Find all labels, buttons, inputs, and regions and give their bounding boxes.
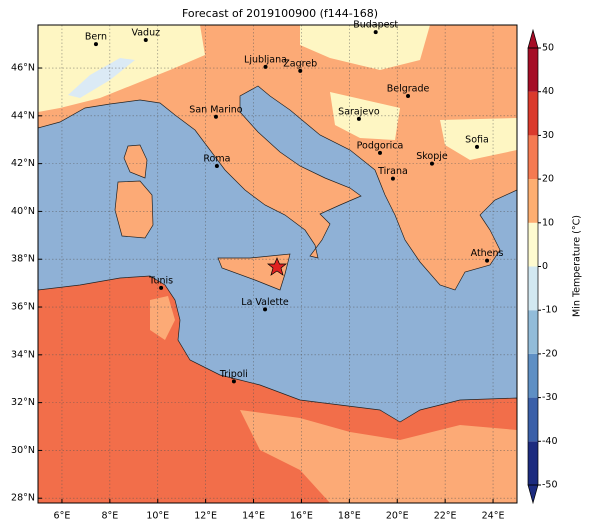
- colorbar-segment: [528, 222, 538, 267]
- city-dot: [475, 144, 480, 149]
- city-label: San Marino: [189, 104, 242, 115]
- x-tick-label: 22°E: [434, 511, 457, 522]
- city-dot: [263, 64, 268, 69]
- x-tick-label: 18°E: [338, 511, 361, 522]
- city-label: Zagreb: [283, 58, 317, 69]
- city-label: Sofia: [465, 134, 489, 145]
- colorbar-segment: [528, 310, 538, 354]
- colorbar-tick-label: -30: [542, 392, 558, 403]
- colorbar-segment: [528, 135, 538, 180]
- colorbar-tick-label: 30: [542, 130, 554, 141]
- city-dot: [213, 114, 218, 119]
- x-tick-label: 8°E: [101, 511, 118, 522]
- colorbar-extend-high: [527, 28, 539, 49]
- x-tick-label: 14°E: [242, 511, 265, 522]
- forecast-point-star: [267, 257, 287, 276]
- city-dot: [485, 258, 490, 263]
- city-label: Budapest: [353, 20, 398, 31]
- sicily: [217, 253, 291, 291]
- x-tick-label: 10°E: [146, 511, 169, 522]
- city-label: Podgorica: [357, 140, 404, 151]
- x-tick-label: 6°E: [54, 511, 71, 522]
- colorbar-label: Min Temperature (°C): [572, 215, 583, 317]
- colorbar-tick-label: 40: [542, 86, 554, 97]
- city-label: Belgrade: [387, 83, 430, 94]
- city-label: Roma: [203, 154, 230, 165]
- plot-frame: [37, 24, 518, 504]
- colorbar-tick-label: 50: [542, 43, 554, 54]
- y-tick-label: 40°N: [11, 206, 35, 217]
- city-label: Vaduz: [131, 28, 160, 39]
- y-tick-label: 34°N: [11, 349, 35, 360]
- colorbar-segment: [528, 91, 538, 136]
- city-dot: [159, 285, 164, 290]
- europe-land: [38, 25, 517, 291]
- city-label: Sarajevo: [338, 106, 380, 117]
- city-label: Tirana: [377, 166, 408, 177]
- city-dot: [231, 379, 236, 384]
- city-dot: [143, 38, 148, 43]
- city-label: Tunis: [148, 275, 173, 286]
- city-label: La Valette: [241, 297, 289, 308]
- city-dot: [378, 150, 383, 155]
- colorbar-segment: [528, 441, 538, 485]
- y-tick-label: 44°N: [11, 110, 35, 121]
- x-tick-label: 16°E: [290, 511, 313, 522]
- city-dot: [263, 307, 268, 312]
- colorbar-tick-label: 10: [542, 217, 554, 228]
- y-tick-label: 32°N: [11, 397, 35, 408]
- city-dot: [93, 42, 98, 47]
- sardinia: [114, 180, 154, 239]
- colorbar-segment: [528, 266, 538, 311]
- city-dot: [356, 116, 361, 121]
- y-tick-label: 36°N: [11, 302, 35, 313]
- colorbar-segment: [528, 353, 538, 398]
- axes: 6°E 8°E 10°E 12°E 14°E 16°E 18°E 20°E 22°E 24°E 28…: [11, 25, 517, 522]
- x-tick-label: 12°E: [194, 511, 217, 522]
- title: Forecast of 2019100900 (f144-168): [182, 7, 378, 20]
- city-label: Tripoli: [219, 369, 248, 380]
- y-tick-label: 30°N: [11, 445, 35, 456]
- y-tick-label: 28°N: [11, 493, 35, 504]
- city-dot: [390, 176, 395, 181]
- colorbar-tick-label: -10: [542, 305, 558, 316]
- colorbar-tick-label: 20: [542, 174, 554, 185]
- y-tick-label: 46°N: [11, 63, 35, 74]
- bulgaria-cool-area: [440, 118, 517, 160]
- colorbar-tick-label: -50: [542, 480, 558, 491]
- city-label: Bern: [85, 32, 107, 43]
- colorbar-segment: [528, 179, 538, 223]
- city-dot: [406, 93, 411, 98]
- x-tick-label: 20°E: [386, 511, 409, 522]
- colorbar-tick-label: -40: [542, 436, 558, 447]
- city-dot: [214, 164, 219, 169]
- corsica: [123, 144, 148, 179]
- city-dot: [429, 161, 434, 166]
- city-dot: [373, 30, 378, 35]
- colorbar-tick-label: -20: [542, 348, 558, 359]
- lake: [68, 58, 135, 98]
- colorbar-tick-label: 0: [542, 261, 548, 272]
- colorbar-segment: [528, 397, 538, 442]
- city-label: Ljubljana: [244, 54, 287, 65]
- city-label: Skopje: [416, 151, 448, 162]
- colorbar: -50 -40 -30 -20 -10 0 10 20 30 40 50: [527, 28, 558, 505]
- x-tick-label: 24°E: [482, 511, 505, 522]
- y-tick-label: 42°N: [11, 158, 35, 169]
- colorbar-extend-low: [527, 484, 539, 505]
- city-dot: [298, 68, 303, 73]
- y-tick-label: 38°N: [11, 254, 35, 265]
- city-label: Athens: [471, 248, 504, 259]
- libya-warm-area: [240, 410, 517, 503]
- colorbar-segment: [528, 48, 538, 92]
